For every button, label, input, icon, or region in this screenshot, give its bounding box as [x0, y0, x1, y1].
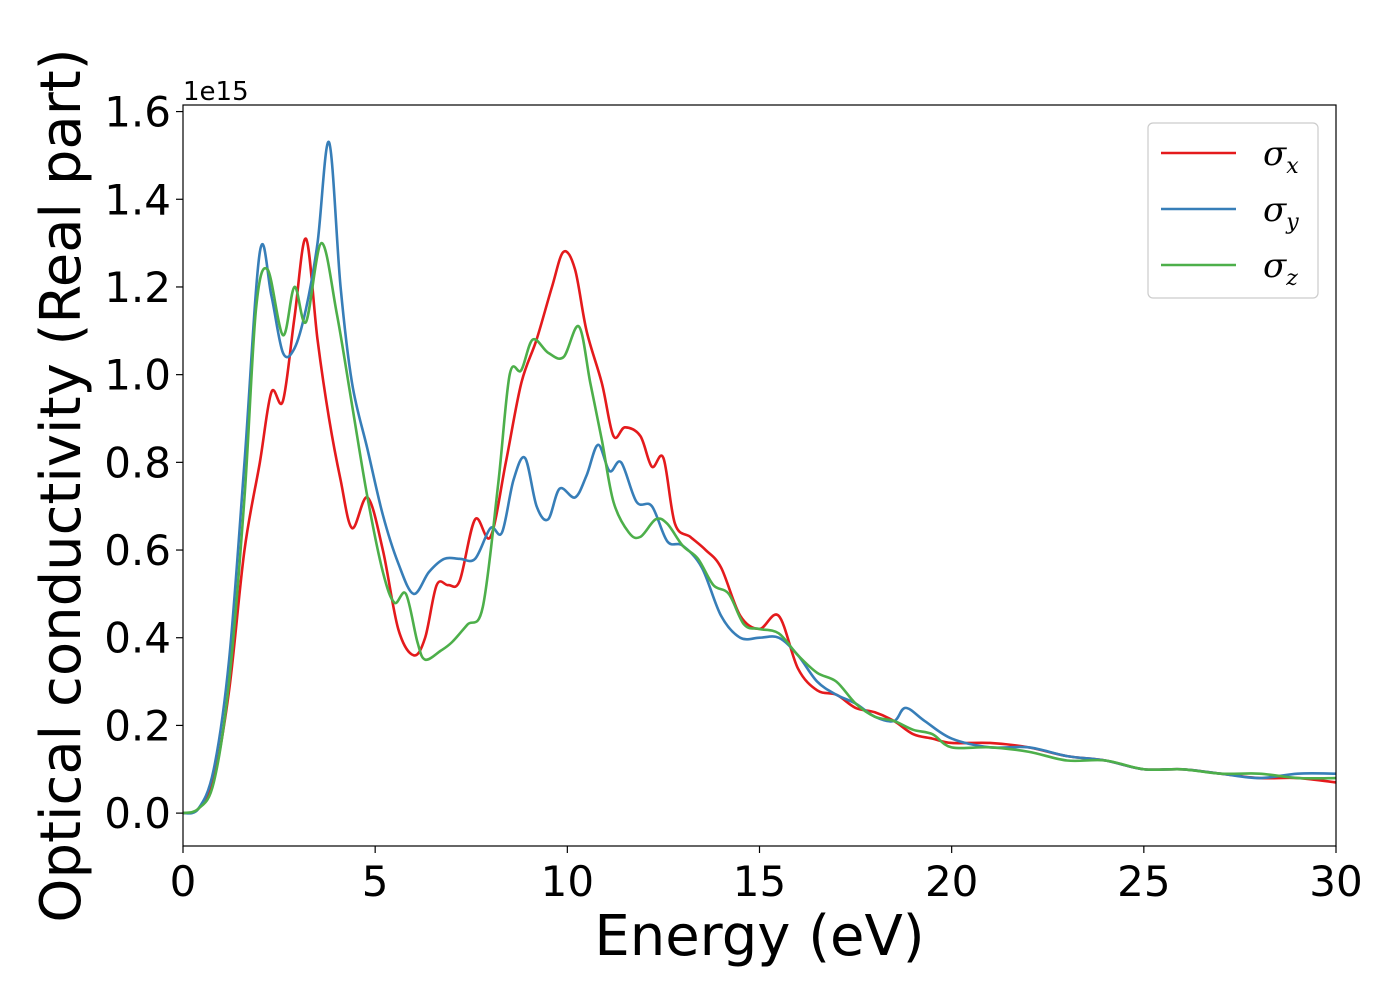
y-tick-label: 0.8	[104, 438, 171, 487]
y-axis-ticks: 0.0 0.2 0.4 0.6 0.8 1.0 1.2 1.4 1.6	[104, 88, 183, 838]
y-tick-label: 0.4	[104, 614, 171, 663]
x-tick-label: 20	[925, 857, 978, 906]
series-line-x	[183, 237, 1336, 815]
y-tick-label: 0.6	[104, 526, 171, 575]
legend-label-y: σy	[1263, 190, 1299, 235]
legend-box	[1147, 122, 1319, 299]
x-axis-label: Energy (eV)	[594, 904, 924, 969]
y-tick-label: 1.4	[104, 175, 171, 224]
x-tick-label: 5	[362, 857, 389, 906]
x-axis-ticks: 0 5 10 15 20 25 30	[170, 846, 1363, 906]
legend-label-x: σx	[1263, 134, 1299, 179]
y-tick-label: 1.6	[104, 88, 171, 137]
series-layer	[183, 140, 1336, 815]
x-tick-label: 15	[733, 857, 786, 906]
y-axis-offset-text: 1e15	[183, 77, 249, 107]
y-tick-label: 0.0	[104, 789, 171, 838]
x-tick-label: 10	[541, 857, 594, 906]
y-tick-label: 0.2	[104, 701, 171, 750]
x-tick-label: 30	[1309, 857, 1362, 906]
y-tick-label: 1.0	[104, 351, 171, 400]
series-line-z	[183, 241, 1336, 815]
legend-label-z: σz	[1263, 246, 1298, 291]
x-tick-label: 25	[1117, 857, 1170, 906]
legend: σx σy σz	[1147, 122, 1319, 299]
y-tick-label: 1.2	[104, 263, 171, 312]
y-axis-label: Optical conductivity (Real part)	[29, 48, 94, 922]
x-tick-label: 0	[170, 857, 197, 906]
